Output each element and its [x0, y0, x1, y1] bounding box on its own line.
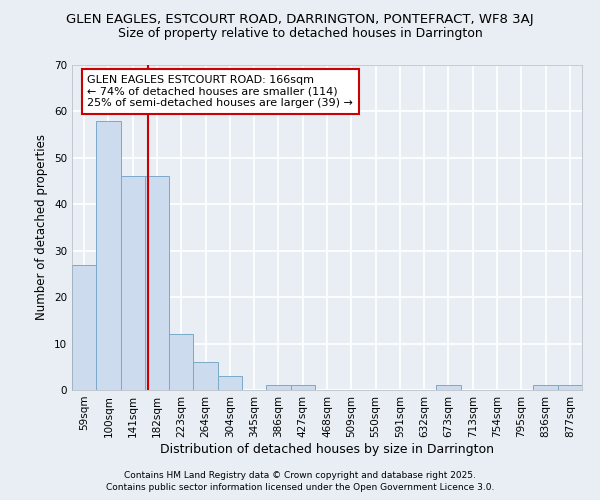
Bar: [169, 334, 193, 390]
X-axis label: Distribution of detached houses by size in Darrington: Distribution of detached houses by size …: [160, 442, 494, 456]
Text: Contains HM Land Registry data © Crown copyright and database right 2025.: Contains HM Land Registry data © Crown c…: [124, 471, 476, 480]
Bar: [290, 386, 315, 390]
Y-axis label: Number of detached properties: Number of detached properties: [35, 134, 49, 320]
Text: Contains public sector information licensed under the Open Government Licence 3.: Contains public sector information licen…: [106, 484, 494, 492]
Bar: [436, 386, 461, 390]
Bar: [558, 386, 582, 390]
Bar: [121, 176, 145, 390]
Bar: [193, 362, 218, 390]
Bar: [96, 120, 121, 390]
Bar: [218, 376, 242, 390]
Bar: [533, 386, 558, 390]
Bar: [266, 386, 290, 390]
Bar: [145, 176, 169, 390]
Bar: [72, 264, 96, 390]
Text: Size of property relative to detached houses in Darrington: Size of property relative to detached ho…: [118, 28, 482, 40]
Text: GLEN EAGLES, ESTCOURT ROAD, DARRINGTON, PONTEFRACT, WF8 3AJ: GLEN EAGLES, ESTCOURT ROAD, DARRINGTON, …: [66, 12, 534, 26]
Text: GLEN EAGLES ESTCOURT ROAD: 166sqm
← 74% of detached houses are smaller (114)
25%: GLEN EAGLES ESTCOURT ROAD: 166sqm ← 74% …: [88, 74, 353, 108]
